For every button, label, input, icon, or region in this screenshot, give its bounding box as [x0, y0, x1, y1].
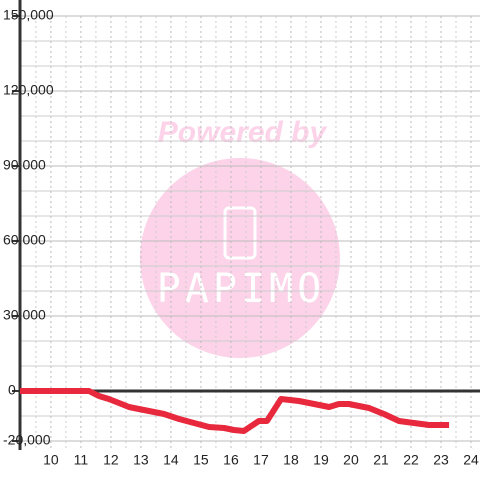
y-tick-label: 0 — [8, 382, 16, 398]
x-tick-label: 12 — [103, 452, 119, 468]
x-tick-label: 14 — [163, 452, 179, 468]
y-tick-label: 30,000 — [3, 307, 46, 323]
watermark: Powered by PAPIMO — [140, 116, 340, 358]
watermark-logo: PAPIMO — [157, 266, 326, 312]
x-tick-label: 18 — [283, 452, 299, 468]
y-tick-label: 60,000 — [3, 232, 46, 248]
y-tick-label: 120,000 — [3, 82, 54, 98]
y-tick-label: 150,000 — [3, 7, 54, 23]
x-tick-label: 24 — [463, 452, 479, 468]
x-tick-label: 16 — [223, 452, 239, 468]
y-tick-label: -20,000 — [3, 432, 51, 448]
x-tick-label: 10 — [43, 452, 59, 468]
x-tick-label: 21 — [373, 452, 389, 468]
x-tick-label: 17 — [253, 452, 269, 468]
x-tick-label: 19 — [313, 452, 329, 468]
x-tick-label: 13 — [133, 452, 149, 468]
x-tick-label: 20 — [343, 452, 359, 468]
x-tick-label: 15 — [193, 452, 209, 468]
watermark-text: Powered by — [158, 116, 328, 149]
x-tick-label: 23 — [433, 452, 449, 468]
y-tick-label: 90,000 — [3, 157, 46, 173]
x-tick-label: 11 — [74, 452, 89, 468]
line — [20, 388, 450, 434]
x-tick-label: 22 — [403, 452, 419, 468]
watermark-phone — [223, 206, 257, 260]
